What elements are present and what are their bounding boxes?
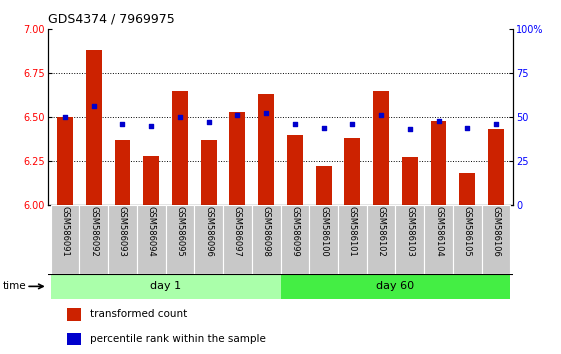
Text: GSM586094: GSM586094 <box>146 206 155 257</box>
Bar <box>108 205 137 274</box>
Text: GSM586095: GSM586095 <box>176 206 185 257</box>
Bar <box>396 205 424 274</box>
Bar <box>229 112 245 205</box>
Text: GSM586105: GSM586105 <box>463 206 472 257</box>
Bar <box>280 205 309 274</box>
Point <box>89 104 98 109</box>
Bar <box>367 205 396 274</box>
Bar <box>67 333 81 345</box>
Text: GSM586092: GSM586092 <box>89 206 98 257</box>
Bar <box>223 205 252 274</box>
Text: transformed count: transformed count <box>90 309 187 320</box>
Text: GSM586102: GSM586102 <box>376 206 385 257</box>
Bar <box>431 120 447 205</box>
Text: GSM586103: GSM586103 <box>406 206 415 257</box>
Point <box>118 121 127 127</box>
Bar <box>79 205 108 274</box>
Bar <box>137 205 165 274</box>
Bar <box>50 205 79 274</box>
Point <box>491 121 500 127</box>
Bar <box>165 205 194 274</box>
Bar <box>338 205 367 274</box>
Bar <box>201 140 217 205</box>
Bar <box>402 157 418 205</box>
Text: GSM586100: GSM586100 <box>319 206 328 257</box>
Bar <box>67 308 81 320</box>
Text: day 60: day 60 <box>376 281 415 291</box>
Text: GSM586104: GSM586104 <box>434 206 443 257</box>
Bar <box>453 205 482 274</box>
Bar <box>280 274 511 299</box>
Bar <box>194 205 223 274</box>
Text: GSM586099: GSM586099 <box>291 206 300 257</box>
Text: day 1: day 1 <box>150 281 181 291</box>
Bar <box>114 140 130 205</box>
Point <box>348 121 357 127</box>
Bar <box>373 91 389 205</box>
Bar <box>316 166 332 205</box>
Point <box>319 125 328 130</box>
Point <box>406 126 415 132</box>
Text: GDS4374 / 7969975: GDS4374 / 7969975 <box>48 13 174 26</box>
Bar <box>258 94 274 205</box>
Point <box>176 114 185 120</box>
Bar <box>57 117 73 205</box>
Bar <box>287 135 303 205</box>
Point <box>146 123 155 129</box>
Point <box>376 113 385 118</box>
Bar <box>50 274 280 299</box>
Text: time: time <box>3 281 26 291</box>
Bar <box>252 205 280 274</box>
Bar <box>459 173 475 205</box>
Bar <box>86 50 102 205</box>
Text: GSM586098: GSM586098 <box>261 206 270 257</box>
Text: GSM586093: GSM586093 <box>118 206 127 257</box>
Point <box>261 111 270 116</box>
Bar <box>488 129 504 205</box>
Bar <box>309 205 338 274</box>
Bar <box>344 138 360 205</box>
Point <box>233 113 242 118</box>
Text: GSM586101: GSM586101 <box>348 206 357 257</box>
Point <box>204 119 213 125</box>
Bar <box>172 91 188 205</box>
Bar <box>143 155 159 205</box>
Point <box>463 125 472 130</box>
Bar <box>482 205 511 274</box>
Text: GSM586106: GSM586106 <box>491 206 500 257</box>
Text: GSM586091: GSM586091 <box>61 206 70 257</box>
Bar <box>424 205 453 274</box>
Text: GSM586096: GSM586096 <box>204 206 213 257</box>
Point <box>61 114 70 120</box>
Text: percentile rank within the sample: percentile rank within the sample <box>90 333 266 344</box>
Point <box>291 121 300 127</box>
Text: GSM586097: GSM586097 <box>233 206 242 257</box>
Point <box>434 118 443 123</box>
